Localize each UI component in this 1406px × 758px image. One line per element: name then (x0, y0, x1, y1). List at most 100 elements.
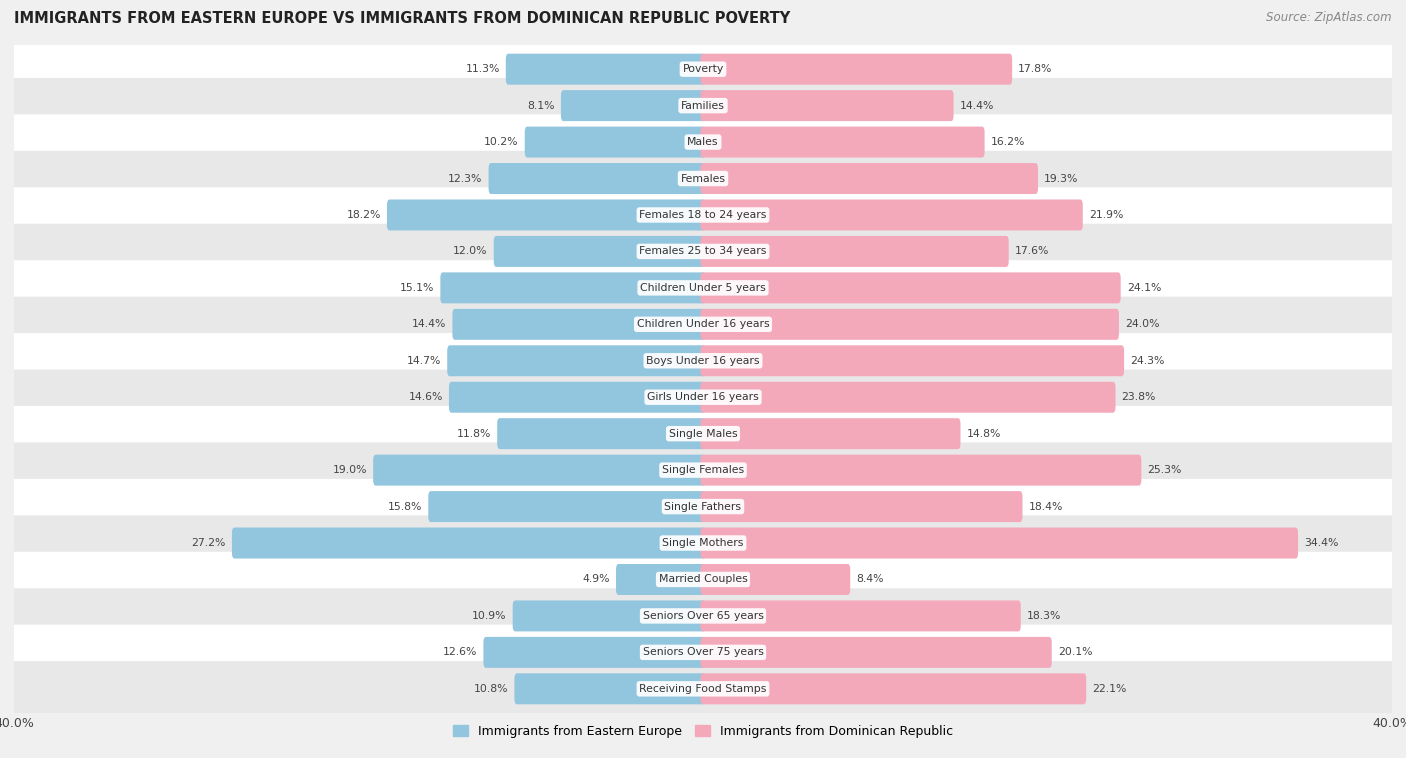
Text: 10.2%: 10.2% (484, 137, 519, 147)
Text: 16.2%: 16.2% (991, 137, 1025, 147)
FancyBboxPatch shape (700, 127, 984, 158)
Text: Seniors Over 75 years: Seniors Over 75 years (643, 647, 763, 657)
FancyBboxPatch shape (8, 333, 1398, 389)
FancyBboxPatch shape (429, 491, 706, 522)
FancyBboxPatch shape (440, 272, 706, 303)
FancyBboxPatch shape (700, 346, 1125, 376)
FancyBboxPatch shape (8, 42, 1398, 97)
Text: 15.8%: 15.8% (388, 502, 422, 512)
Text: 12.0%: 12.0% (453, 246, 488, 256)
Text: 34.4%: 34.4% (1305, 538, 1339, 548)
Text: Boys Under 16 years: Boys Under 16 years (647, 356, 759, 366)
Text: 12.3%: 12.3% (449, 174, 482, 183)
FancyBboxPatch shape (700, 600, 1021, 631)
Text: Females 25 to 34 years: Females 25 to 34 years (640, 246, 766, 256)
FancyBboxPatch shape (447, 346, 706, 376)
FancyBboxPatch shape (494, 236, 706, 267)
Text: 17.6%: 17.6% (1015, 246, 1049, 256)
Text: Females 18 to 24 years: Females 18 to 24 years (640, 210, 766, 220)
Text: Receiving Food Stamps: Receiving Food Stamps (640, 684, 766, 694)
Legend: Immigrants from Eastern Europe, Immigrants from Dominican Republic: Immigrants from Eastern Europe, Immigran… (449, 720, 957, 743)
Text: 23.8%: 23.8% (1122, 392, 1156, 402)
FancyBboxPatch shape (700, 382, 1115, 412)
FancyBboxPatch shape (8, 224, 1398, 279)
Text: Females: Females (681, 174, 725, 183)
Text: 8.1%: 8.1% (527, 101, 555, 111)
Text: 21.9%: 21.9% (1088, 210, 1123, 220)
Text: 19.0%: 19.0% (333, 465, 367, 475)
FancyBboxPatch shape (8, 260, 1398, 315)
Text: Girls Under 16 years: Girls Under 16 years (647, 392, 759, 402)
FancyBboxPatch shape (488, 163, 706, 194)
Text: 8.4%: 8.4% (856, 575, 884, 584)
Text: 18.3%: 18.3% (1026, 611, 1062, 621)
FancyBboxPatch shape (700, 528, 1298, 559)
FancyBboxPatch shape (449, 382, 706, 412)
Text: Single Mothers: Single Mothers (662, 538, 744, 548)
Text: 12.6%: 12.6% (443, 647, 478, 657)
Text: Single Fathers: Single Fathers (665, 502, 741, 512)
Text: Married Couples: Married Couples (658, 575, 748, 584)
FancyBboxPatch shape (700, 564, 851, 595)
Text: 14.8%: 14.8% (966, 429, 1001, 439)
Text: 18.2%: 18.2% (346, 210, 381, 220)
FancyBboxPatch shape (453, 309, 706, 340)
Text: 11.8%: 11.8% (457, 429, 491, 439)
FancyBboxPatch shape (8, 552, 1398, 607)
Text: Seniors Over 65 years: Seniors Over 65 years (643, 611, 763, 621)
FancyBboxPatch shape (8, 406, 1398, 462)
FancyBboxPatch shape (373, 455, 706, 486)
FancyBboxPatch shape (561, 90, 706, 121)
Text: Males: Males (688, 137, 718, 147)
FancyBboxPatch shape (700, 236, 1008, 267)
FancyBboxPatch shape (700, 491, 1022, 522)
FancyBboxPatch shape (700, 673, 1087, 704)
FancyBboxPatch shape (700, 199, 1083, 230)
Text: Poverty: Poverty (682, 64, 724, 74)
Text: Single Males: Single Males (669, 429, 737, 439)
FancyBboxPatch shape (8, 151, 1398, 206)
FancyBboxPatch shape (8, 114, 1398, 170)
Text: 18.4%: 18.4% (1029, 502, 1063, 512)
Text: 24.3%: 24.3% (1130, 356, 1164, 366)
FancyBboxPatch shape (506, 54, 706, 85)
FancyBboxPatch shape (232, 528, 706, 559)
FancyBboxPatch shape (700, 455, 1142, 486)
Text: 24.1%: 24.1% (1126, 283, 1161, 293)
Text: 10.9%: 10.9% (472, 611, 506, 621)
Text: 4.9%: 4.9% (582, 575, 610, 584)
Text: 14.7%: 14.7% (406, 356, 441, 366)
FancyBboxPatch shape (700, 637, 1052, 668)
FancyBboxPatch shape (387, 199, 706, 230)
Text: 22.1%: 22.1% (1092, 684, 1126, 694)
FancyBboxPatch shape (700, 54, 1012, 85)
Text: 17.8%: 17.8% (1018, 64, 1053, 74)
Text: 14.6%: 14.6% (409, 392, 443, 402)
Text: 14.4%: 14.4% (960, 101, 994, 111)
FancyBboxPatch shape (616, 564, 706, 595)
FancyBboxPatch shape (700, 272, 1121, 303)
Text: IMMIGRANTS FROM EASTERN EUROPE VS IMMIGRANTS FROM DOMINICAN REPUBLIC POVERTY: IMMIGRANTS FROM EASTERN EUROPE VS IMMIGR… (14, 11, 790, 27)
FancyBboxPatch shape (498, 418, 706, 449)
FancyBboxPatch shape (700, 90, 953, 121)
Text: 27.2%: 27.2% (191, 538, 226, 548)
FancyBboxPatch shape (8, 588, 1398, 644)
FancyBboxPatch shape (8, 369, 1398, 425)
Text: 11.3%: 11.3% (465, 64, 499, 74)
Text: Families: Families (681, 101, 725, 111)
FancyBboxPatch shape (700, 309, 1119, 340)
Text: 25.3%: 25.3% (1147, 465, 1181, 475)
Text: Children Under 16 years: Children Under 16 years (637, 319, 769, 329)
FancyBboxPatch shape (524, 127, 706, 158)
FancyBboxPatch shape (8, 625, 1398, 680)
FancyBboxPatch shape (700, 163, 1038, 194)
FancyBboxPatch shape (8, 515, 1398, 571)
FancyBboxPatch shape (8, 78, 1398, 133)
FancyBboxPatch shape (484, 637, 706, 668)
FancyBboxPatch shape (8, 661, 1398, 716)
Text: 15.1%: 15.1% (399, 283, 434, 293)
Text: 24.0%: 24.0% (1125, 319, 1160, 329)
Text: 20.1%: 20.1% (1057, 647, 1092, 657)
Text: 14.4%: 14.4% (412, 319, 446, 329)
FancyBboxPatch shape (8, 443, 1398, 498)
